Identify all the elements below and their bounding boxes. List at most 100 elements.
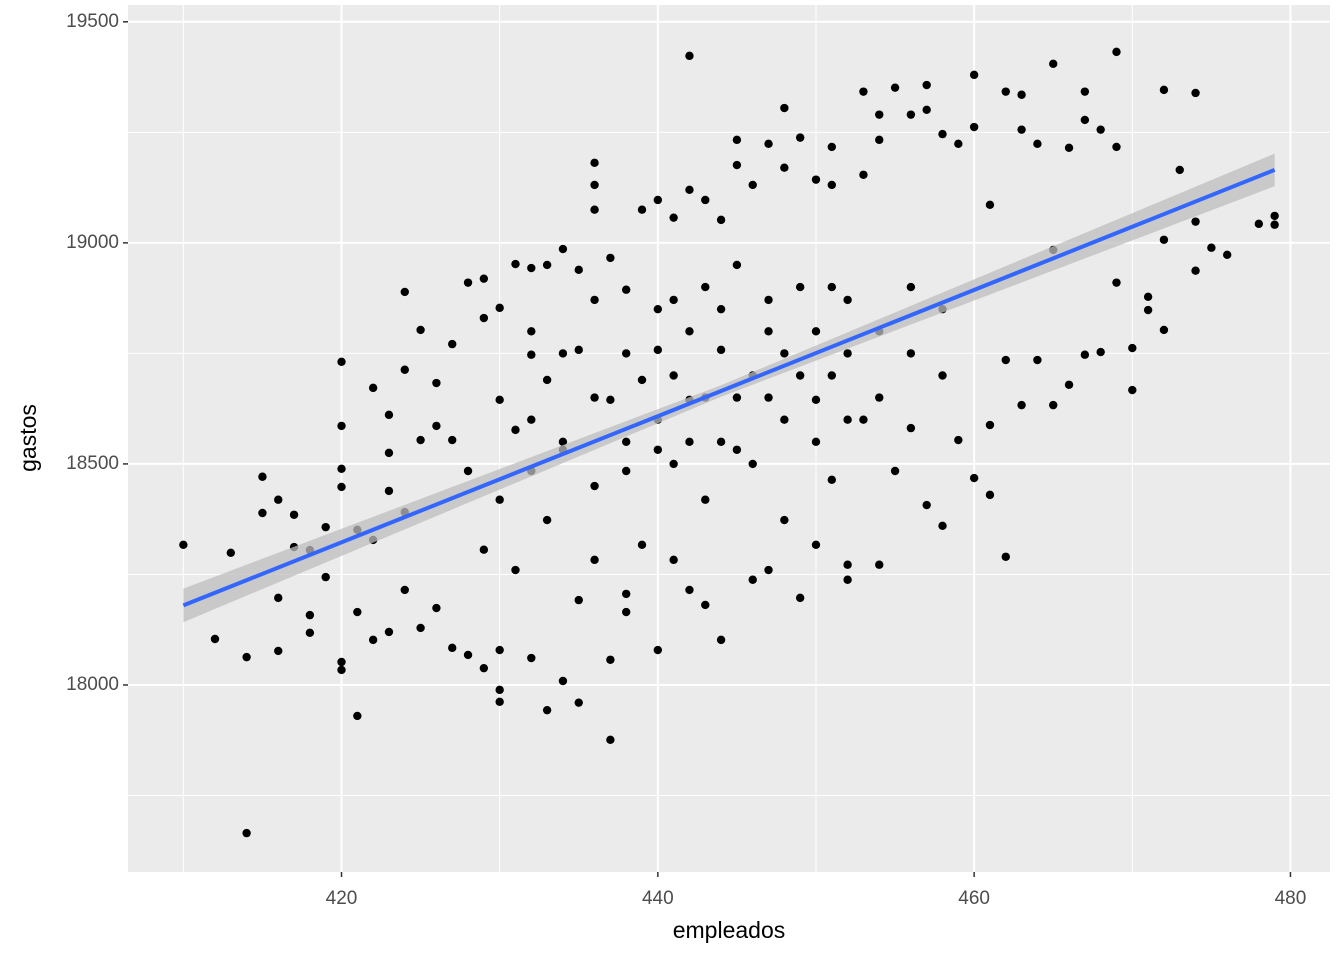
point <box>716 437 726 447</box>
point <box>384 486 394 496</box>
point <box>527 415 536 424</box>
point <box>1064 143 1074 153</box>
y-axis-title: gastos <box>15 404 41 472</box>
point <box>653 304 663 314</box>
point <box>400 287 409 297</box>
point <box>479 545 489 554</box>
point <box>337 357 346 366</box>
point <box>432 421 441 431</box>
point <box>574 265 583 275</box>
point <box>748 575 757 584</box>
point <box>890 83 900 92</box>
panel <box>128 5 1330 872</box>
point <box>1017 125 1026 134</box>
point <box>527 263 536 273</box>
point <box>621 437 631 447</box>
point <box>716 304 726 314</box>
point <box>621 607 631 617</box>
point <box>305 610 315 620</box>
point <box>558 676 568 686</box>
x-axis-title: empleados <box>673 917 786 943</box>
point <box>906 110 916 119</box>
point <box>1191 217 1200 226</box>
point <box>1191 266 1200 275</box>
point <box>1017 400 1026 410</box>
point <box>1159 325 1169 335</box>
point <box>922 80 931 90</box>
point <box>811 395 821 405</box>
point <box>448 339 457 349</box>
point <box>764 327 773 336</box>
point <box>716 345 726 355</box>
point <box>780 349 789 358</box>
point <box>985 420 995 430</box>
point <box>843 560 852 569</box>
point <box>938 521 947 531</box>
point <box>637 205 647 214</box>
point <box>1112 278 1121 287</box>
point <box>400 585 409 595</box>
point <box>606 253 615 263</box>
point <box>606 395 615 405</box>
point <box>1270 220 1279 229</box>
point <box>527 350 536 359</box>
point <box>859 170 868 179</box>
point <box>653 645 663 655</box>
point <box>463 278 473 287</box>
point <box>732 160 742 170</box>
point <box>384 448 394 458</box>
point <box>495 697 504 706</box>
point <box>368 383 378 393</box>
point <box>621 349 631 358</box>
point <box>701 600 710 610</box>
point <box>732 135 742 145</box>
point <box>542 260 552 270</box>
point <box>922 105 931 114</box>
point <box>954 435 963 445</box>
point <box>495 645 504 655</box>
point <box>843 415 852 424</box>
point <box>811 540 821 550</box>
point <box>732 260 742 270</box>
point <box>479 313 489 323</box>
point <box>258 508 267 518</box>
point <box>780 515 789 525</box>
point <box>463 650 473 660</box>
point <box>637 540 647 550</box>
point <box>542 705 552 715</box>
x-tick-label: 420 <box>326 888 358 909</box>
point <box>701 495 710 504</box>
point <box>969 122 979 132</box>
point <box>432 603 441 613</box>
point <box>748 459 757 469</box>
point <box>685 51 694 61</box>
point <box>400 365 409 374</box>
point <box>274 593 283 603</box>
point <box>875 393 884 402</box>
point <box>321 572 330 582</box>
point <box>685 185 694 195</box>
point <box>511 425 520 435</box>
point <box>590 393 599 402</box>
point <box>384 410 394 420</box>
point <box>764 295 773 305</box>
point <box>179 540 188 550</box>
point <box>653 345 663 355</box>
point <box>1001 552 1010 561</box>
point <box>1191 88 1200 98</box>
point <box>1049 400 1058 410</box>
point <box>669 213 678 222</box>
point <box>337 421 346 431</box>
point <box>621 589 631 599</box>
point <box>859 87 868 96</box>
point <box>210 634 220 644</box>
point <box>843 575 852 584</box>
point <box>1112 142 1121 152</box>
point <box>875 560 884 569</box>
point <box>732 393 742 402</box>
point <box>606 655 615 664</box>
point <box>906 423 916 433</box>
point <box>985 490 995 500</box>
point <box>1080 350 1090 359</box>
